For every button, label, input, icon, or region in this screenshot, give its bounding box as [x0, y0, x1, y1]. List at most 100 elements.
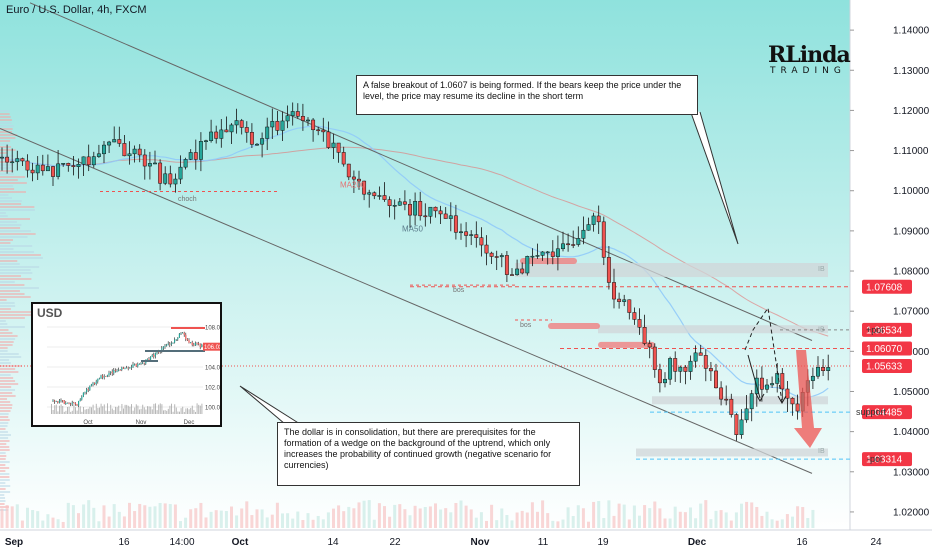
volume-profile-bar [0, 203, 22, 205]
logo-subtext: TRADING [770, 66, 846, 76]
inset-candle-body [97, 378, 99, 382]
volume-profile-bar [0, 245, 33, 247]
candle-body [525, 256, 530, 274]
candle-body [249, 132, 254, 145]
note-bottom: The dollar is in consolidation, but ther… [277, 422, 580, 486]
y-tick-label: 1.10000 [893, 186, 930, 197]
volume-profile-bar [0, 452, 6, 454]
candle-body [637, 319, 642, 328]
candle-body [188, 152, 193, 160]
inset-volume-bar [89, 406, 91, 414]
volume-profile-bar [0, 173, 14, 175]
inset-candle-body [129, 367, 131, 369]
volume-profile-bar [0, 356, 22, 358]
candle-body [40, 164, 45, 172]
volume-profile-bar [0, 296, 31, 298]
volume-profile-bar [0, 326, 25, 328]
volume-bar [204, 517, 208, 528]
candle-body [163, 173, 168, 184]
candle-body [25, 160, 30, 171]
volume-profile-bar [0, 503, 5, 505]
inset-volume-bar [172, 411, 174, 414]
candle-body [770, 383, 775, 386]
inset-candle-body [130, 367, 132, 368]
candle-body [571, 244, 576, 246]
candle-body [357, 178, 361, 182]
volume-bar [536, 511, 539, 528]
candle-body [91, 156, 96, 166]
inset-volume-bar [140, 408, 142, 414]
candle-body [204, 140, 208, 142]
candle-body [168, 173, 173, 185]
volume-profile-bar [0, 140, 11, 142]
volume-profile-bar [0, 305, 16, 307]
inset-candle-body [201, 344, 203, 347]
inset-candle-body [89, 385, 91, 391]
volume-bar [454, 503, 458, 528]
candle-body [214, 131, 219, 139]
candle-body [622, 299, 627, 302]
volume-profile-bar [0, 146, 12, 148]
candle-body [15, 158, 20, 163]
inset-volume-bar [147, 406, 148, 414]
inset-candle-body [153, 354, 155, 357]
inset-volume-bar [150, 406, 152, 414]
candle-body [20, 158, 25, 162]
inset-candle-body [132, 364, 134, 368]
candle-body [229, 124, 234, 133]
volume-profile-bar [0, 116, 11, 118]
chart-annotation: choch [178, 196, 197, 203]
volume-bar [265, 517, 269, 528]
inset-candle-body [108, 372, 110, 376]
candle-body [193, 152, 198, 160]
volume-bar [87, 500, 91, 528]
inset-volume-bar [143, 407, 145, 414]
inset-y-tick-label: 102.00 [205, 386, 220, 392]
candle-body [617, 298, 622, 302]
volume-bar [337, 505, 341, 528]
volume-profile-bar [0, 353, 19, 355]
inset-candle-body [186, 339, 188, 341]
volume-profile-bar [0, 491, 11, 493]
volume-bar [148, 506, 152, 528]
inset-volume-bar [129, 406, 131, 414]
volume-profile-bar [0, 311, 37, 313]
candle-body [632, 312, 637, 320]
inset-candle-body [55, 401, 57, 403]
volume-profile-bar [0, 251, 34, 253]
volume-bar [138, 503, 142, 528]
candle-body [326, 131, 331, 148]
volume-profile-bar [0, 284, 25, 286]
volume-bar [495, 520, 499, 528]
candle-body [367, 192, 372, 195]
volume-profile-bar [0, 374, 11, 376]
y-tick-label: 1.05000 [893, 387, 930, 398]
inset-candle-body [162, 346, 164, 349]
inset-candle-body [92, 382, 94, 385]
inset-candle-body [110, 371, 112, 373]
inset-volume-bar [139, 409, 140, 414]
candle-body [550, 251, 555, 257]
inset-candle-body [188, 340, 190, 343]
candle-body [45, 166, 50, 172]
volume-bar [122, 516, 126, 528]
volume-profile-bar [0, 230, 31, 232]
candle-body [408, 204, 412, 216]
x-tick-label: Oct [232, 537, 249, 548]
candle-body [5, 156, 10, 163]
volume-bar [765, 511, 769, 528]
volume-profile-bar [0, 125, 14, 127]
candle-body [530, 255, 535, 258]
inset-candle-body [90, 384, 92, 386]
volume-profile-bar [0, 368, 16, 370]
candle-body [35, 164, 40, 174]
inset-candle-body [68, 402, 70, 404]
y-tick-label: 1.03000 [893, 467, 930, 478]
candle-body [678, 366, 683, 372]
volume-bar [383, 506, 386, 528]
inset-volume-bar [121, 403, 123, 414]
inset-price-badge [203, 342, 220, 351]
inset-candle-body [127, 367, 129, 369]
inset-x-tick-label: Dec [184, 420, 195, 425]
x-tick-label: 16 [118, 537, 130, 548]
